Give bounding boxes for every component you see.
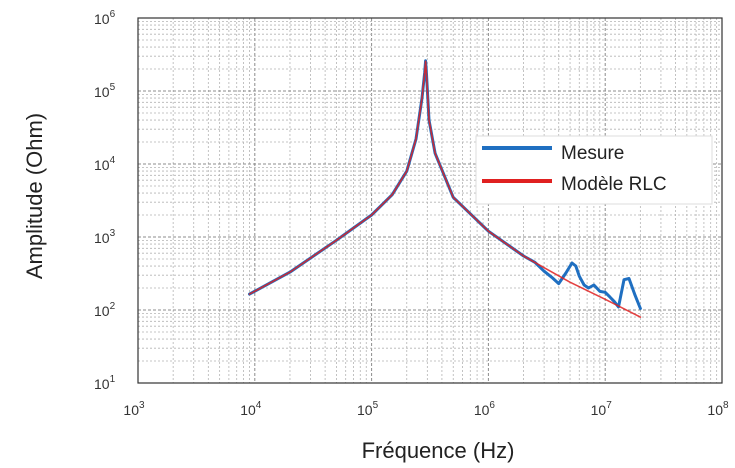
series-layer bbox=[248, 59, 642, 318]
legend-label-mesure: Mesure bbox=[561, 143, 624, 164]
x-tick-label: 103 bbox=[123, 400, 145, 418]
legend: Mesure Modèle RLC bbox=[475, 135, 713, 205]
y-tick-label: 105 bbox=[94, 82, 116, 100]
x-tick-label: 105 bbox=[357, 400, 379, 418]
x-tick-label: 104 bbox=[240, 400, 262, 418]
x-tick-label: 108 bbox=[707, 400, 729, 418]
y-tick-label: 103 bbox=[94, 228, 116, 246]
x-tick-label: 106 bbox=[474, 400, 496, 418]
y-tick-label: 101 bbox=[94, 374, 116, 392]
y-axis-ticks: 101 102 103 104 105 106 bbox=[94, 9, 116, 392]
legend-label-modele-rlc: Modèle RLC bbox=[561, 174, 667, 195]
y-tick-label: 106 bbox=[94, 9, 116, 27]
series-line-modele-rlc bbox=[248, 60, 642, 318]
y-axis-label: Amplitude (Ohm) bbox=[22, 113, 47, 279]
plot-area-frame bbox=[137, 17, 723, 384]
x-tick-label: 107 bbox=[591, 400, 613, 418]
grid bbox=[137, 18, 722, 384]
x-axis-ticks: 103 104 105 106 107 108 bbox=[123, 400, 729, 418]
y-tick-label: 104 bbox=[94, 155, 116, 173]
x-axis-label: Fréquence (Hz) bbox=[362, 438, 515, 463]
y-tick-label: 102 bbox=[94, 301, 116, 319]
